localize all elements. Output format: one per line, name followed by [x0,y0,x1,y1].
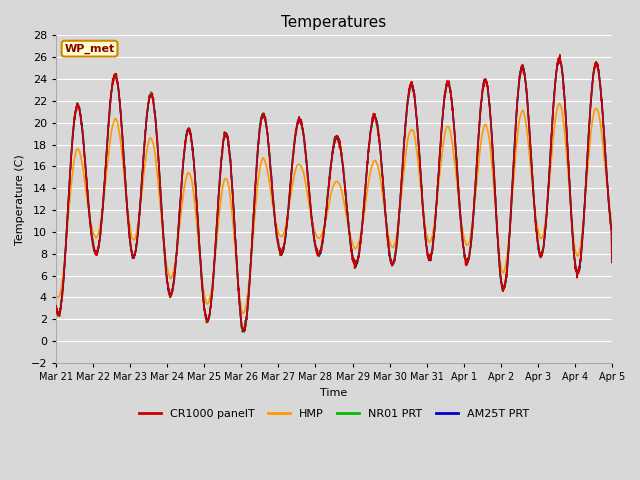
Legend: CR1000 panelT, HMP, NR01 PRT, AM25T PRT: CR1000 panelT, HMP, NR01 PRT, AM25T PRT [134,404,534,423]
Title: Temperatures: Temperatures [282,15,387,30]
Y-axis label: Temperature (C): Temperature (C) [15,154,25,244]
X-axis label: Time: Time [321,388,348,397]
Text: WP_met: WP_met [65,44,115,54]
